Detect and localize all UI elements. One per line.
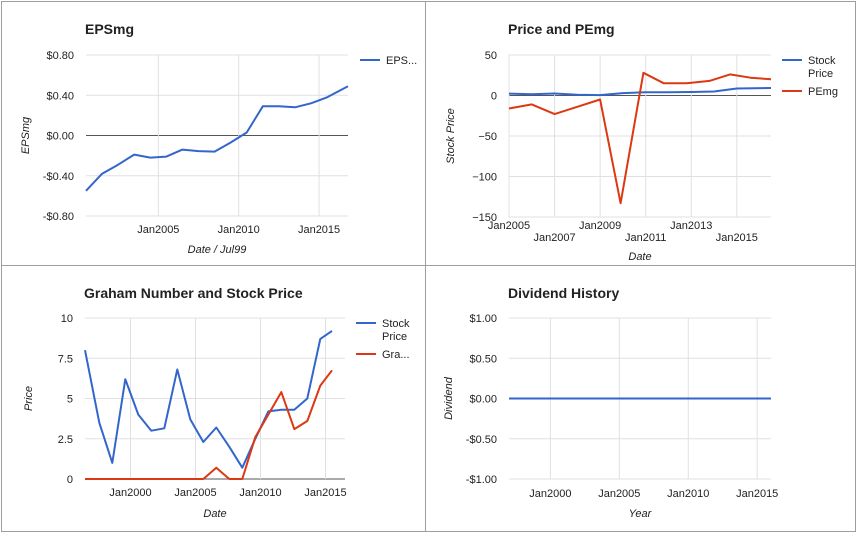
y-tick-label: −150 — [472, 212, 497, 224]
x-tick-label: Jan2005 — [137, 224, 179, 236]
dividend-chart-panel: Dividend History $1.00 $0.50 $0.00 -$0.50 -$1… — [425, 265, 856, 532]
x-tick-label: Jan2010 — [239, 487, 281, 499]
x-tick-label: Jan2005 — [174, 487, 216, 499]
eps-chart-panel: EPSmg $0.80 $0.40 $0.00 -$0.40 -$0.80 Jan2005 J… — [1, 1, 426, 266]
x-axis-label: Date / Jul99 — [188, 244, 247, 256]
y-tick-label: 0 — [67, 474, 73, 486]
series-line-1 — [85, 85, 349, 192]
y-tick-label: 0 — [491, 91, 497, 103]
x-tick-label: Jan2000 — [109, 487, 151, 499]
x-tick-label: Jan2000 — [529, 488, 571, 500]
x-tick-label: Jan2015 — [304, 487, 346, 499]
series-line-2 — [508, 71, 772, 205]
x-tick-label: Jan2015 — [298, 224, 340, 236]
eps-chart: EPSmg $0.80 $0.40 $0.00 -$0.40 -$0.80 Jan2005 J… — [20, 21, 417, 256]
y-tick-label: -$0.50 — [466, 434, 497, 446]
x-axis-label: Date — [203, 508, 226, 520]
y-tick-label: 5 — [67, 394, 73, 406]
graham-chart-panel: Graham Number and Stock Price 10 7.5 5 2.5 0 J… — [1, 265, 426, 532]
x-tick-label: Jan2005 — [598, 488, 640, 500]
price-pe-chart: Price and PEmg500−50−100−150Jan2005Jan20… — [445, 21, 838, 263]
x-tick-label: Jan2007 — [533, 232, 575, 244]
series-line-1 — [84, 330, 333, 469]
dividend-chart: Dividend History $1.00 $0.50 $0.00 -$0.50 -$1… — [443, 285, 778, 520]
chart-title: Dividend History — [508, 285, 619, 301]
y-tick-label: $0.50 — [469, 353, 497, 365]
y-tick-label: 7.5 — [58, 353, 73, 365]
x-tick-label: Jan2011 — [625, 232, 666, 244]
y-tick-label: -$1.00 — [466, 474, 497, 486]
y-tick-label: $0.00 — [46, 131, 74, 143]
y-tick-label: $0.80 — [46, 50, 74, 62]
x-tick-label: Jan2010 — [218, 224, 260, 236]
x-tick-label: Jan2015 — [716, 232, 758, 244]
y-tick-label: 50 — [485, 50, 497, 62]
series-line-1 — [508, 87, 772, 97]
y-tick-label: -$0.80 — [43, 211, 74, 223]
y-axis-label: EPSmg — [20, 116, 32, 154]
y-tick-label: -$0.40 — [43, 171, 74, 183]
chart-title: EPSmg — [85, 21, 134, 37]
x-tick-label: Jan2015 — [736, 488, 778, 500]
legend-label-2: Gra... — [382, 349, 410, 361]
y-tick-label: $0.00 — [469, 394, 497, 406]
legend-label-2: PEmg — [808, 86, 838, 98]
x-tick-label: Jan2009 — [579, 220, 621, 232]
legend-label-1: Stock Price — [382, 318, 410, 343]
legend-label-1: EPS... — [386, 55, 417, 67]
x-tick-label: Jan2005 — [488, 220, 530, 232]
y-axis-label: Dividend — [443, 376, 455, 420]
y-tick-label: $0.40 — [46, 90, 74, 102]
x-axis-label: Date — [628, 251, 651, 263]
y-tick-label: 2.5 — [58, 434, 73, 446]
x-axis-label: Year — [629, 508, 653, 520]
price-pe-chart-panel: Price and PEmg 50 0 −50 −100 −150 Jan2005 Jan20… — [425, 1, 856, 266]
graham-chart: Graham Number and Stock Price 10 7.5 5 2.5 0 J… — [23, 285, 410, 520]
y-tick-label: $1.00 — [469, 313, 497, 325]
series-line-2 — [85, 369, 333, 480]
chart-title: Graham Number and Stock Price — [84, 285, 303, 301]
x-tick-label: Jan2013 — [670, 220, 712, 232]
chart-title: Price and PEmg — [508, 21, 615, 37]
legend-label-1: Stock Price — [808, 55, 836, 80]
y-tick-label: −100 — [472, 172, 497, 184]
y-axis-label: Price — [23, 386, 35, 411]
x-tick-label: Jan2010 — [667, 488, 709, 500]
y-tick-label: −50 — [478, 131, 497, 143]
y-axis-label: Stock Price — [445, 108, 457, 164]
y-tick-label: 10 — [61, 313, 73, 325]
